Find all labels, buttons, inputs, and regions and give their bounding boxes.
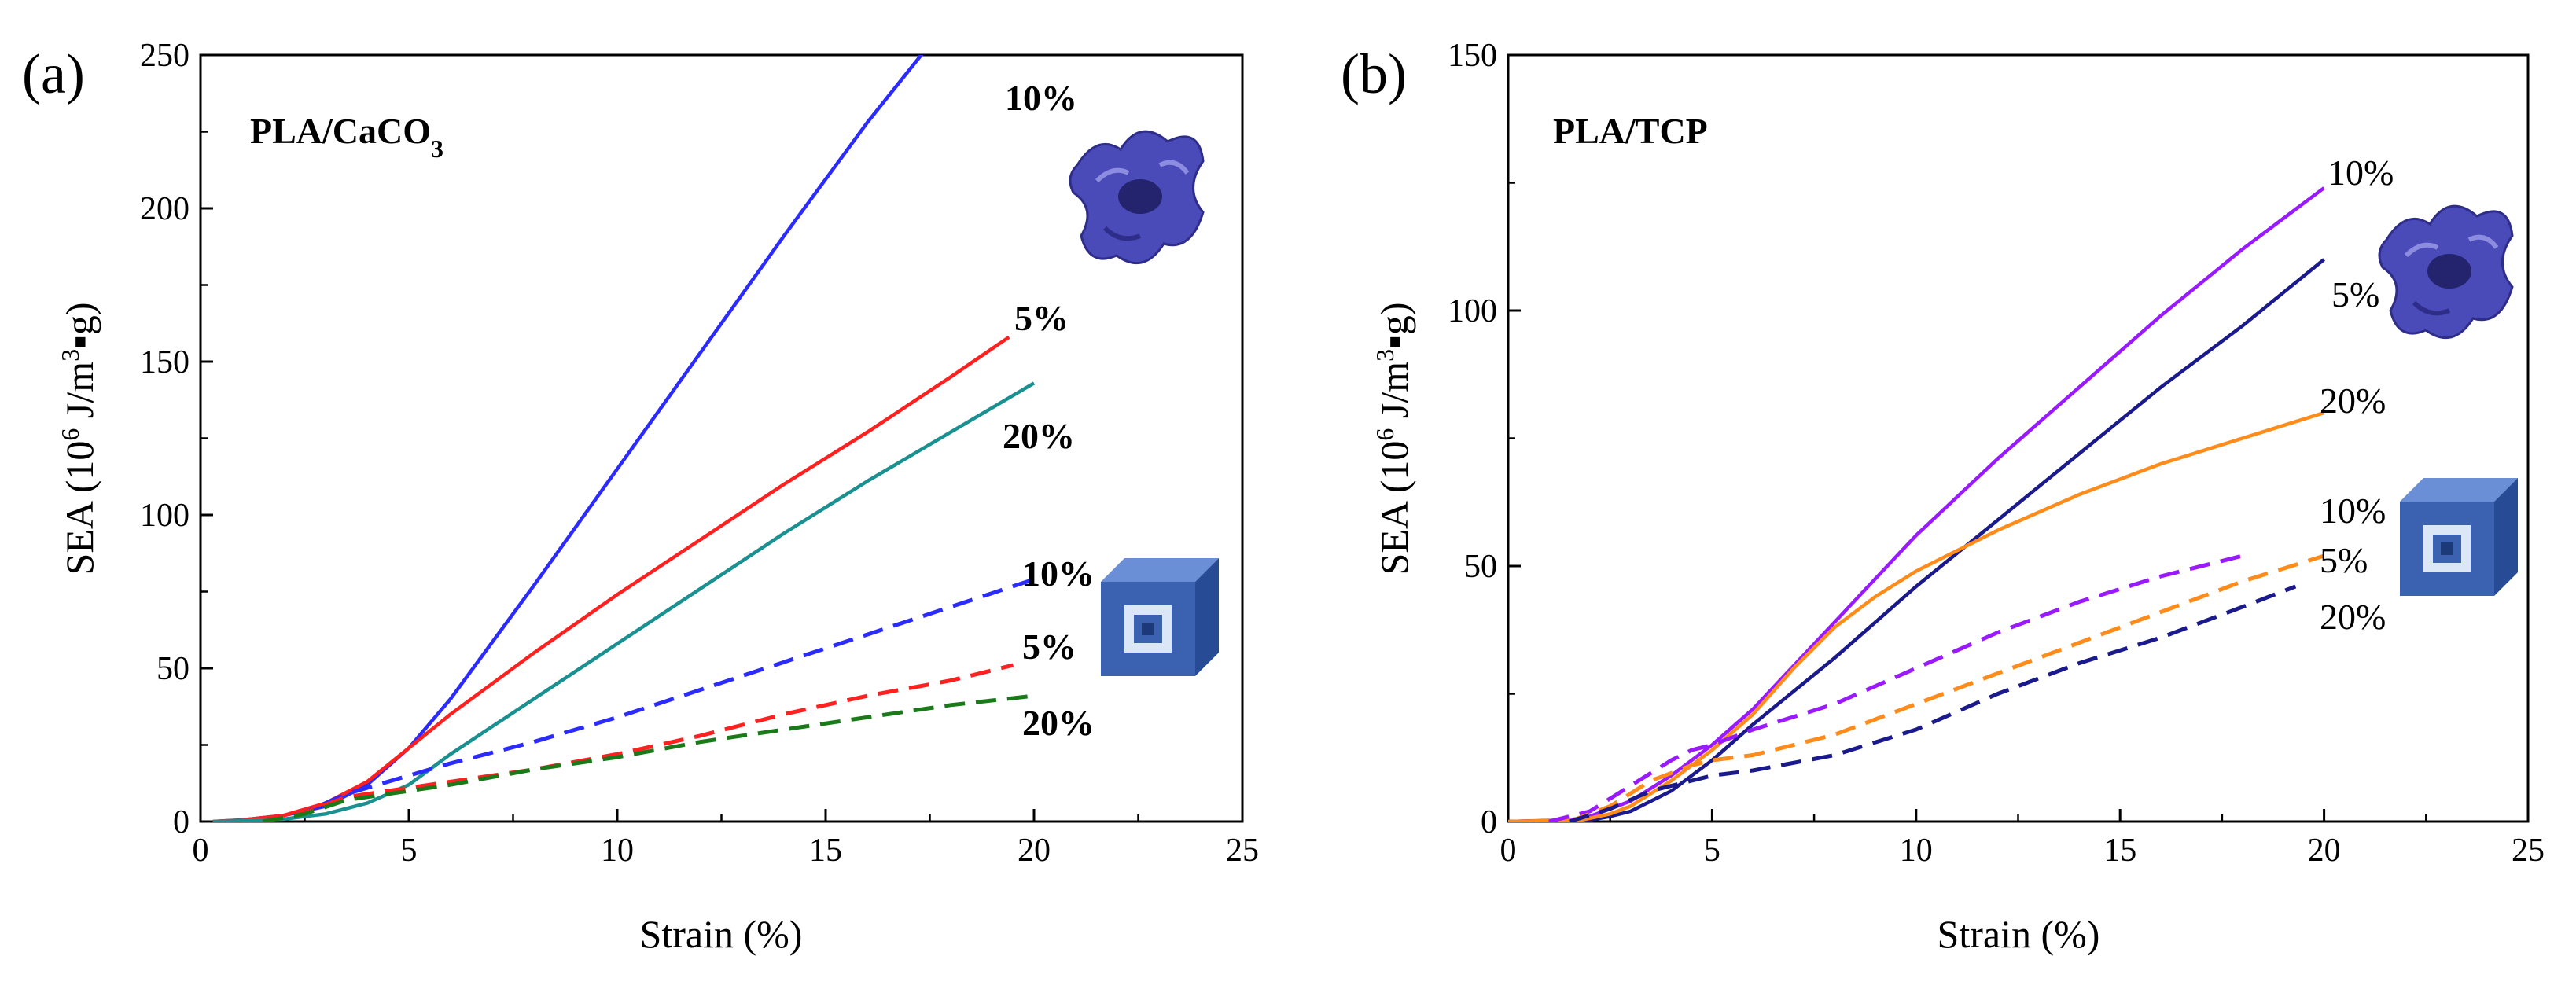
series-line-gyroid-10pct xyxy=(1508,186,2325,822)
panel-b-series xyxy=(1508,186,2326,822)
panel-a-x-axis-label: Strain (%) xyxy=(640,912,803,956)
cubic-lattice-icon xyxy=(1101,558,1219,676)
panel-a-series-labels: 10% 5% 20% 10% 5% 20% xyxy=(1003,78,1095,743)
series-label-gyroid-5pct: 5% xyxy=(1014,298,1069,338)
y-tick-label: 100 xyxy=(1448,293,1497,329)
y-tick-label: 150 xyxy=(1448,38,1497,74)
series-label-gyroid-20pct: 20% xyxy=(1003,416,1075,456)
panel-a-y-axis-label: SEA (106 J/m3▪g) xyxy=(56,303,101,575)
x-tick-label: 5 xyxy=(401,833,418,869)
gyroid-structure-icon xyxy=(1069,130,1205,264)
series-line-gyroid-20pct xyxy=(212,381,1036,822)
series-line-cubic-10pct xyxy=(262,577,1035,822)
y-tick-label: 50 xyxy=(156,651,190,687)
series-label-cubic-20pct: 20% xyxy=(2320,597,2386,637)
series-label-cubic-5pct: 5% xyxy=(1022,627,1076,667)
series-line-gyroid-20pct xyxy=(1508,410,2325,822)
series-label-gyroid-5pct: 5% xyxy=(2331,274,2379,314)
y-tick-label: 0 xyxy=(1481,804,1497,840)
panel-a-title: PLA/CaCO3 xyxy=(250,111,443,163)
series-line-gyroid-5pct xyxy=(1508,258,2326,822)
y-tick-label: 200 xyxy=(140,191,190,227)
panel-b-ticks: 0 5 10 15 20 25 0 50 100 150 xyxy=(1448,38,2545,869)
series-line-cubic-20pct xyxy=(263,693,1035,822)
x-tick-label: 0 xyxy=(193,833,209,869)
x-tick-label: 5 xyxy=(1704,833,1720,869)
panel-b-label: (b) xyxy=(1341,42,1407,105)
panel-b-title: PLA/TCP xyxy=(1553,111,1708,151)
x-tick-label: 20 xyxy=(2308,833,2341,869)
panel-a-label: (a) xyxy=(22,42,85,105)
series-label-cubic-10pct: 10% xyxy=(1022,553,1095,594)
x-tick-label: 10 xyxy=(601,833,634,869)
series-line-gyroid-5pct xyxy=(212,335,1010,822)
y-tick-label: 50 xyxy=(1464,549,1497,585)
panel-b-chart: (b) 0 5 10 15 20 25 0 50 100 150 PLA/TCP Strain (… xyxy=(1341,38,2545,956)
x-tick-label: 25 xyxy=(1226,833,1259,869)
cubic-lattice-icon xyxy=(2400,478,2518,596)
panel-a-series xyxy=(212,55,1036,822)
series-label-cubic-10pct: 10% xyxy=(2320,491,2386,531)
x-tick-label: 15 xyxy=(809,833,842,869)
x-tick-label: 0 xyxy=(1500,833,1517,869)
x-tick-label: 10 xyxy=(1900,833,1933,869)
series-label-gyroid-20pct: 20% xyxy=(2320,381,2386,421)
x-tick-label: 25 xyxy=(2512,833,2545,869)
series-line-cubic-10pct xyxy=(1548,553,2243,822)
y-tick-label: 0 xyxy=(173,804,190,840)
panel-b-x-axis-label: Strain (%) xyxy=(1938,912,2100,956)
x-tick-label: 15 xyxy=(2103,833,2136,869)
series-label-gyroid-10pct: 10% xyxy=(2328,153,2394,193)
gyroid-structure-icon xyxy=(2378,204,2514,339)
y-tick-label: 100 xyxy=(140,498,190,534)
y-tick-label: 150 xyxy=(140,344,190,381)
series-label-gyroid-10pct: 10% xyxy=(1005,78,1077,118)
x-tick-label: 20 xyxy=(1018,833,1051,869)
panel-b-series-labels: 10% 5% 20% 10% 5% 20% xyxy=(2320,153,2394,637)
series-label-cubic-5pct: 5% xyxy=(2320,540,2368,580)
y-tick-label: 250 xyxy=(140,38,190,74)
series-line-cubic-5pct xyxy=(1568,553,2325,822)
series-label-cubic-20pct: 20% xyxy=(1022,703,1095,743)
panel-b-y-axis-label: SEA (106 J/m3▪g) xyxy=(1371,303,1416,575)
